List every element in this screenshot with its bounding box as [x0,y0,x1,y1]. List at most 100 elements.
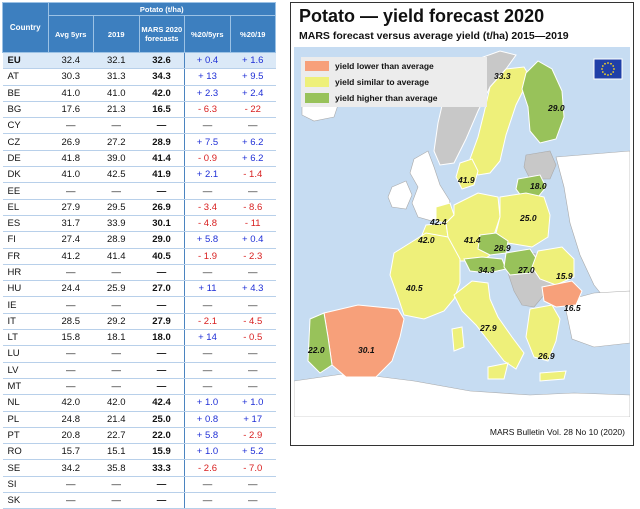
country-cell: DE [2,150,48,168]
mars2020-cell: — [139,182,185,200]
country-cell: CZ [2,133,48,151]
value-label-romania: 15.9 [556,271,573,281]
legend-label-lower: yield lower than average [335,61,434,71]
table-row: FI 27.4 28.9 29.0 + 5.8 + 0.4 [2,231,276,249]
mars2020-cell: 34.3 [139,68,185,86]
avg5yrs-cell: 41.2 [48,248,94,265]
region-italy [451,326,465,352]
table-row: IE — — — — — [2,296,276,314]
mars2020-cell: 27.0 [139,280,185,298]
mars2020-cell: 29.0 [139,231,185,249]
legend-swatch-lower [305,61,329,71]
country-cell: IT [2,313,48,331]
avg5yrs-cell: 27.9 [48,199,94,216]
pct-19-cell: + 1.0 [230,394,276,412]
region-finland [521,60,565,144]
avg5yrs-cell: 24.4 [48,280,94,298]
pct-19-cell: - 8.6 [230,199,276,216]
pct-19-cell: + 9.5 [230,68,276,86]
y2019-cell: — [93,492,139,509]
avg5yrs-cell: 32.4 [48,52,94,70]
pct-19-cell: + 1.6 [230,52,276,70]
country-cell: CY [2,117,48,135]
region-hungary [503,248,539,276]
region-denmark [455,158,479,190]
pct-5yrs-cell: + 5.8 [184,231,230,249]
table-row: LV — — — — — [2,362,276,379]
pct-5yrs-cell: — [184,182,230,200]
country-cell: EE [2,182,48,200]
y2019-cell: 39.0 [93,150,139,168]
eu-flag-star [612,65,615,67]
pct-19-cell: + 4.3 [230,280,276,298]
legend-item-higher: yield higher than average [301,91,438,105]
pct-5yrs-cell: + 5.8 [184,427,230,445]
value-label-finland: 29.0 [547,103,565,113]
pct-19-cell: — [230,345,276,363]
y2019-cell: — [93,296,139,314]
potato-group-header: Potato (t/ha) [47,2,276,16]
avg5yrs-cell: — [48,378,94,396]
table-row: CZ 26.9 27.2 28.9 + 7.5 + 6.2 [2,133,276,151]
map-subtitle: MARS forecast versus average yield (t/ha… [299,30,569,42]
legend-swatch-similar [305,77,329,87]
avg5yrs-cell: — [48,117,94,135]
pct-19-cell: - 11 [230,215,276,233]
avg5yrs-cell: 28.5 [48,313,94,331]
y2019-cell: 25.9 [93,280,139,298]
table-row: EE — — — — — [2,182,276,200]
value-label-netherlands: 42.4 [429,217,447,227]
country-cell: AT [2,68,48,86]
value-label-bulgaria: 16.5 [564,303,581,313]
value-label-portugal: 22.0 [307,345,325,355]
y2019-cell: 18.1 [93,329,139,347]
value-label-greece: 26.9 [537,351,555,361]
table-row: NL 42.0 42.0 42.4 + 1.0 + 1.0 [2,394,276,412]
value-label-belgium: 42.0 [417,235,435,245]
region-norway [433,50,517,166]
avg5yrs-cell: 34.2 [48,459,94,477]
pct-19-cell: — [230,492,276,509]
table-row: PT 20.8 22.7 22.0 + 5.8- 2.9 [2,427,276,445]
pct-19-cell: + 17 [230,411,276,428]
table-row: BG 17.6 21.3 16.5- 6.3- 22 [2,101,276,119]
table-row: BE 41.0 41.0 42.0 + 2.3 + 2.4 [2,85,276,102]
avg5yrs-cell: 15.7 [48,443,94,461]
country-cell: SI [2,476,48,494]
eu-flag-star [601,68,603,70]
ireland-land [387,180,413,210]
avg5yrs-cell: — [48,296,94,314]
pct-5yrs-cell: - 3.4 [184,199,230,216]
table-row: EL 27.9 29.5 26.9- 3.4- 8.6 [2,199,276,216]
mars2020-cell: — [139,362,185,379]
value-label-italy: 27.9 [479,323,497,333]
pct-19-cell: - 0.5 [230,329,276,347]
mars2020-cell: — [139,476,185,494]
pct-19-cell: + 5.2 [230,443,276,461]
eu-flag-star [610,73,612,76]
region-portugal [307,312,333,374]
avg5yrs-cell: 26.9 [48,133,94,151]
y2019-cell: 27.2 [93,133,139,151]
mars2020-cell: 28.9 [139,133,185,151]
pct-5yrs-cell: + 1.0 [184,443,230,461]
pct-19-cell: — [230,182,276,200]
table-row: RO 15.7 15.1 15.9 + 1.0 + 5.2 [2,443,276,461]
region-france [389,232,461,320]
mars2020-cell: 30.1 [139,215,185,233]
mars2020-cell: 41.9 [139,166,185,184]
pct-5yrs-cell: — [184,378,230,396]
eu-flag-star [604,62,606,65]
country-cell: IE [2,296,48,314]
value-label-hungary: 27.0 [517,265,535,275]
pct-19-cell: — [230,362,276,379]
country-cell: BG [2,101,48,119]
pct-5yrs-cell: — [184,362,230,379]
pct-5yrs-cell: - 4.8 [184,215,230,233]
pct-19-cell: — [230,117,276,135]
europe-map: 29.0 33.3 41.9 18.0 42.4 42.0 41.4 25.0 28.9 34.3… [294,47,630,417]
avg5yrs-cell: 42.0 [48,394,94,412]
y2019-cell: — [93,264,139,282]
country-cell: MT [2,378,48,396]
y2019-cell: 31.3 [93,68,139,86]
